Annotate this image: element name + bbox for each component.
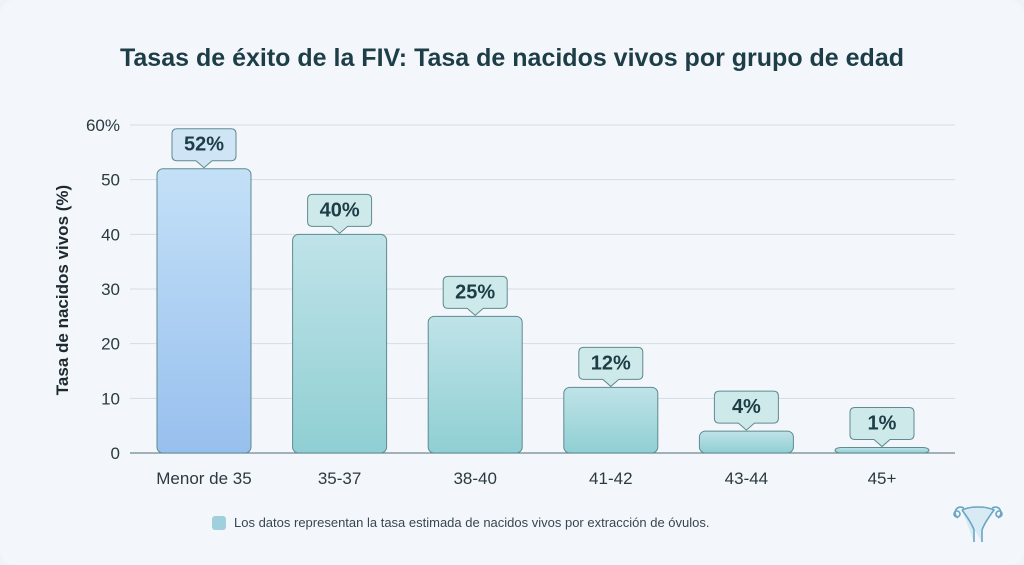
data-label-bubble (171, 128, 237, 169)
chart-title: Tasas de éxito de la FIV: Tasa de nacido… (119, 44, 905, 72)
x-tick-label: 38-40 (453, 469, 496, 488)
data-label: 52% (184, 134, 224, 156)
legend: Los datos representan la tasa estimada d… (212, 515, 710, 530)
data-label: 4% (732, 396, 761, 418)
bar (427, 315, 523, 454)
data-label-bubble (849, 407, 915, 448)
data-label-bubble (442, 275, 508, 316)
y-tick-label: 30 (101, 280, 120, 299)
bar (698, 430, 794, 454)
data-label: 40% (320, 199, 360, 221)
x-tick-label: 35-37 (318, 469, 361, 488)
y-tick-label: 50 (101, 171, 120, 190)
data-label-bubble (713, 390, 779, 431)
y-tick-label: 0 (111, 444, 120, 463)
y-tick-label: 10 (101, 389, 120, 408)
bar (563, 386, 659, 454)
y-tick-label: 40 (101, 225, 120, 244)
x-tick-label: 45+ (868, 469, 897, 488)
bar (834, 447, 930, 454)
y-axis-label: Tasa de nacidos vivos (%) (53, 185, 72, 395)
bar (292, 233, 388, 454)
y-tick-label: 60% (86, 116, 120, 135)
y-tick-label: 20 (101, 335, 120, 354)
uterus-icon (953, 506, 1003, 542)
legend-swatch (212, 515, 226, 530)
data-label: 25% (455, 281, 495, 303)
x-tick-label: 43-44 (725, 469, 768, 488)
bar (156, 168, 252, 454)
x-tick-label: 41-42 (589, 469, 632, 488)
data-label: 12% (591, 352, 631, 374)
data-label-bubble (307, 193, 373, 234)
data-label: 1% (868, 413, 897, 435)
legend-text: Los datos representan la tasa estimada d… (234, 515, 710, 530)
x-tick-label: Menor de 35 (156, 469, 251, 488)
data-label-bubble (578, 346, 644, 388)
